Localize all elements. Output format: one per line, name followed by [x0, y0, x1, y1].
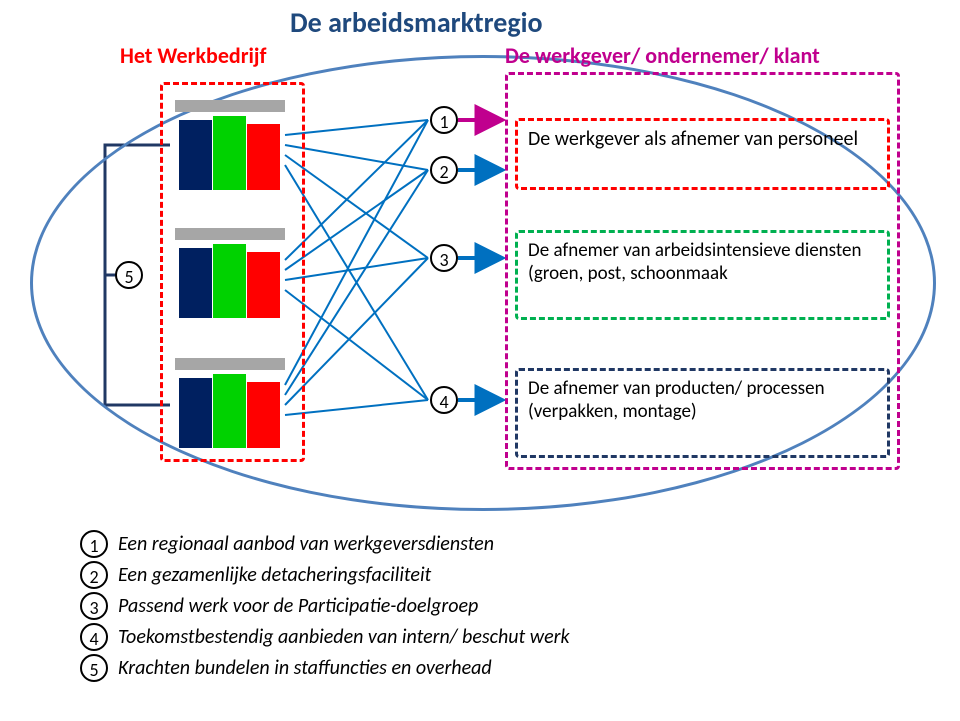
right-box-1-text: De werkgever als afnemer van personeel	[528, 127, 858, 151]
title: De arbeidsmarktregio	[290, 5, 543, 40]
chart-icon-b	[175, 228, 285, 318]
legend-num-2: 2	[80, 561, 108, 589]
legend-text-4: Toekomstbestendig aanbieden van intern/ …	[118, 625, 570, 649]
chart-icon-c	[175, 358, 285, 448]
legend-row-1: 1 Een regionaal aanbod van werkgeversdie…	[80, 530, 860, 558]
legend-num-4: 4	[80, 623, 108, 651]
badge-2: 2	[430, 156, 458, 184]
right-subtitle: De werkgever/ ondernemer/ klant	[505, 42, 820, 69]
legend-text-5: Krachten bundelen in staffuncties en ove…	[118, 656, 492, 680]
legend-text-3: Passend werk voor de Participatie-doelgr…	[118, 594, 478, 618]
left-subtitle: Het Werkbedrijf	[120, 42, 267, 69]
right-box-3: De afnemer van producten/ processen (ver…	[515, 368, 890, 458]
legend-row-4: 4 Toekomstbestendig aanbieden van intern…	[80, 623, 860, 651]
legend-row-3: 3 Passend werk voor de Participatie-doel…	[80, 592, 860, 620]
badge-4: 4	[430, 386, 458, 414]
legend-text-1: Een regionaal aanbod van werkgeversdiens…	[118, 532, 494, 556]
legend-num-1: 1	[80, 530, 108, 558]
legend-row-2: 2 Een gezamenlijke detacheringsfacilitei…	[80, 561, 860, 589]
badge-5: 5	[115, 261, 143, 289]
legend-text-2: Een gezamenlijke detacheringsfaciliteit	[118, 563, 431, 587]
right-box-1: De werkgever als afnemer van personeel	[515, 118, 890, 190]
right-box-2: De afnemer van arbeidsintensieve dienste…	[515, 230, 890, 320]
legend-row-5: 5 Krachten bundelen in staffuncties en o…	[80, 654, 860, 682]
chart-icon-a	[175, 100, 285, 190]
right-box-3-text: De afnemer van producten/ processen (ver…	[528, 377, 825, 423]
legend-num-3: 3	[80, 592, 108, 620]
badge-3: 3	[430, 244, 458, 272]
right-box-2-text: De afnemer van arbeidsintensieve dienste…	[528, 239, 861, 285]
legend-num-5: 5	[80, 654, 108, 682]
legend: 1 Een regionaal aanbod van werkgeversdie…	[80, 530, 860, 685]
badge-1: 1	[430, 106, 458, 134]
